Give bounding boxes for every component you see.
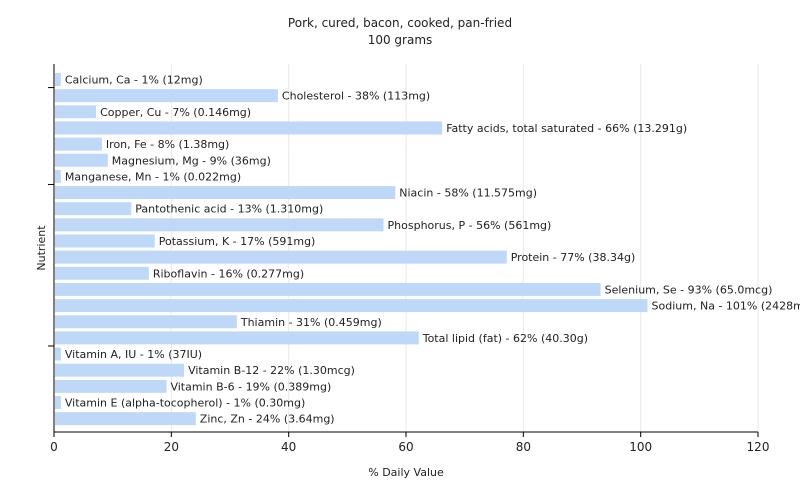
bar-label: Pantothenic acid - 13% (1.310mg) xyxy=(135,203,323,216)
bar-label: Protein - 77% (38.34g) xyxy=(511,251,636,264)
bar-label: Phosphorus, P - 56% (561mg) xyxy=(388,219,552,232)
bar xyxy=(55,73,61,86)
bar xyxy=(55,379,167,393)
bar-label: Iron, Fe - 8% (1.38mg) xyxy=(106,138,229,151)
bar xyxy=(55,299,648,313)
bar-label: Vitamin E (alpha-tocopherol) - 1% (0.30m… xyxy=(65,397,305,410)
bar xyxy=(55,89,278,103)
bar-label: Calcium, Ca - 1% (12mg) xyxy=(65,74,203,87)
bar xyxy=(55,105,97,119)
bar-label: Thiamin - 31% (0.459mg) xyxy=(240,316,382,329)
bar-label: Magnesium, Mg - 9% (36mg) xyxy=(112,154,271,167)
bar xyxy=(55,186,396,200)
bar-label: Fatty acids, total saturated - 66% (13.2… xyxy=(446,122,687,135)
x-tick-label: 40 xyxy=(281,440,296,454)
x-axis-label: % Daily Value xyxy=(368,466,444,479)
bar-label: Selenium, Se - 93% (65.0mcg) xyxy=(605,283,773,296)
x-tick-label: 80 xyxy=(516,440,531,454)
bar xyxy=(55,234,155,248)
bar-label: Potassium, K - 17% (591mg) xyxy=(159,235,316,248)
bar xyxy=(55,282,601,296)
bar-label: Sodium, Na - 101% (2428mg) xyxy=(652,300,800,313)
bar-label: Total lipid (fat) - 62% (40.30g) xyxy=(422,332,588,345)
axes: 0 20 40 60 80 100 120 xyxy=(48,64,769,454)
bar xyxy=(55,153,108,167)
bar-label: Manganese, Mn - 1% (0.022mg) xyxy=(65,170,241,183)
bar xyxy=(55,396,61,409)
bar xyxy=(55,169,61,183)
bar-label: Vitamin B-12 - 22% (1.30mcg) xyxy=(188,364,355,377)
bars xyxy=(55,73,648,426)
x-tick-label: 0 xyxy=(50,440,58,454)
bar xyxy=(55,331,419,345)
bar-labels: Calcium, Ca - 1% (12mg) Cholesterol - 38%… xyxy=(65,74,800,426)
bar xyxy=(55,121,443,135)
bar-label: Zinc, Zn - 24% (3.64mg) xyxy=(200,413,335,426)
bar xyxy=(55,315,237,329)
bar-label: Vitamin B-6 - 19% (0.389mg) xyxy=(170,380,331,393)
bar xyxy=(55,347,61,361)
chart-title: Pork, cured, bacon, cooked, pan-fried xyxy=(288,16,512,30)
bar xyxy=(55,202,132,216)
bar-label: Vitamin A, IU - 1% (37IU) xyxy=(65,348,202,361)
x-tick-label: 120 xyxy=(747,440,770,454)
bar xyxy=(55,218,384,232)
chart-subtitle: 100 grams xyxy=(368,33,433,47)
x-tick-label: 100 xyxy=(629,440,652,454)
bar xyxy=(55,137,102,151)
y-axis-label: Nutrient xyxy=(35,225,48,271)
bar xyxy=(55,412,196,426)
bar xyxy=(55,363,185,377)
x-tick-label: 20 xyxy=(164,440,179,454)
bar xyxy=(55,266,149,280)
x-tick-label: 60 xyxy=(398,440,413,454)
bar-label: Riboflavin - 16% (0.277mg) xyxy=(153,267,304,280)
bar-label: Cholesterol - 38% (113mg) xyxy=(282,90,430,103)
bar xyxy=(55,250,507,264)
bar-label: Niacin - 58% (11.575mg) xyxy=(399,187,537,200)
bar-label: Copper, Cu - 7% (0.146mg) xyxy=(100,106,251,119)
